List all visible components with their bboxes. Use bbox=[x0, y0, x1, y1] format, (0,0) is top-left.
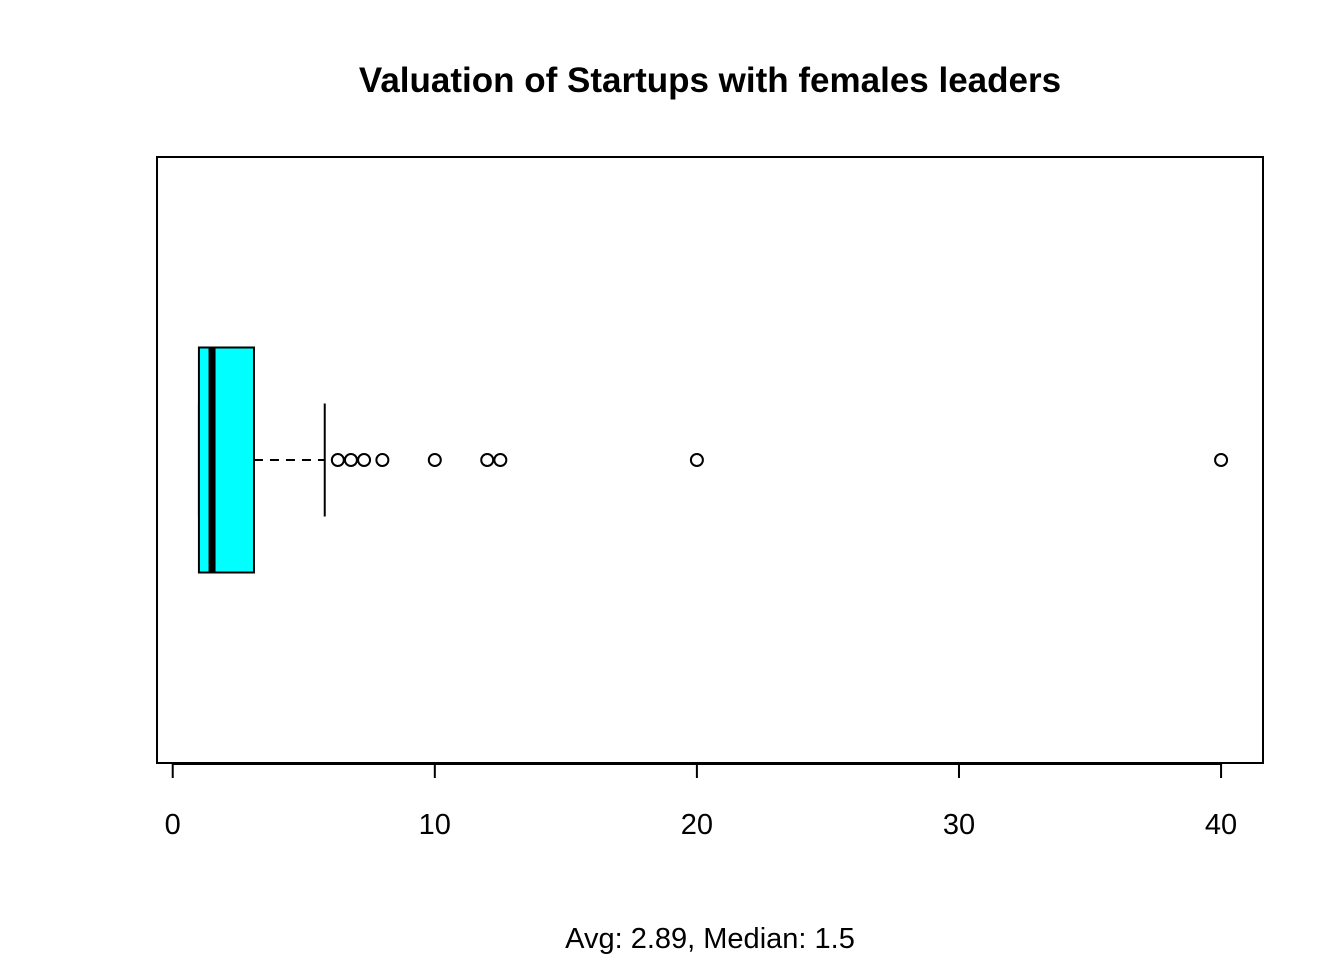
outlier-point bbox=[427, 453, 442, 467]
outlier-point bbox=[1214, 453, 1229, 467]
outlier-point bbox=[689, 453, 704, 467]
outlier-point bbox=[330, 453, 345, 467]
chart-title: Valuation of Startups with females leade… bbox=[359, 61, 1061, 100]
x-tick-label: 30 bbox=[943, 809, 975, 841]
outlier-point bbox=[357, 453, 372, 467]
x-tick-label: 0 bbox=[165, 809, 181, 841]
x-tick-label: 10 bbox=[419, 809, 451, 841]
outlier-point bbox=[493, 453, 508, 467]
outlier-point bbox=[480, 453, 495, 467]
box-iqr bbox=[197, 346, 255, 574]
x-axis-label: Avg: 2.89, Median: 1.5 bbox=[565, 923, 855, 955]
x-axis: 0 10 20 30 40 bbox=[165, 763, 1237, 841]
outlier-points bbox=[330, 453, 1229, 467]
outlier-point bbox=[343, 453, 358, 467]
boxplot bbox=[197, 346, 326, 574]
x-tick-label: 20 bbox=[681, 809, 713, 841]
x-tick-label: 40 bbox=[1205, 809, 1237, 841]
outlier-point bbox=[375, 453, 390, 467]
